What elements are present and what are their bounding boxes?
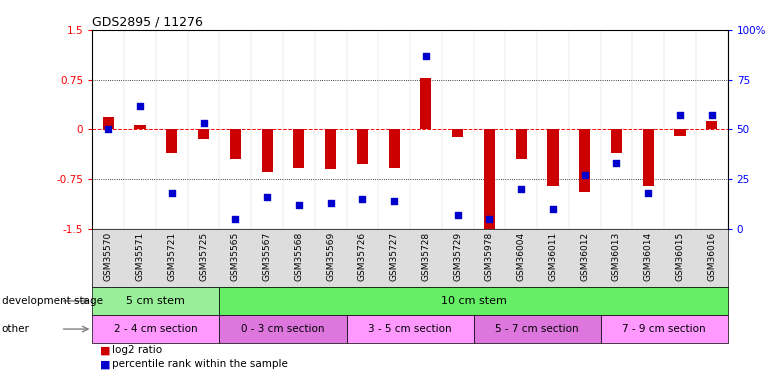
Bar	[198, 129, 209, 139]
Text: GSM35727: GSM35727	[390, 232, 399, 281]
Point	[642, 190, 654, 196]
Text: 5 - 7 cm section: 5 - 7 cm section	[495, 324, 579, 334]
Text: GSM36016: GSM36016	[708, 232, 716, 281]
Text: GSM35726: GSM35726	[358, 232, 367, 281]
Bar	[484, 129, 495, 229]
Point	[166, 190, 178, 196]
Text: 5 cm stem: 5 cm stem	[126, 296, 186, 306]
Text: percentile rank within the sample: percentile rank within the sample	[112, 359, 287, 369]
Point	[484, 216, 496, 222]
Text: GSM36013: GSM36013	[612, 232, 621, 281]
Bar	[262, 129, 273, 172]
Text: GSM35571: GSM35571	[136, 232, 145, 281]
Point	[674, 112, 686, 118]
Text: development stage: development stage	[2, 296, 102, 306]
Text: GSM35725: GSM35725	[199, 232, 208, 281]
Text: GSM36011: GSM36011	[548, 232, 557, 281]
Text: ■: ■	[100, 345, 111, 355]
Point	[515, 186, 527, 192]
Bar	[452, 129, 464, 137]
Bar	[611, 129, 622, 153]
Text: 3 - 5 cm section: 3 - 5 cm section	[368, 324, 452, 334]
Text: GSM36015: GSM36015	[675, 232, 685, 281]
Bar	[706, 122, 718, 129]
Point	[578, 172, 591, 178]
Text: GSM35570: GSM35570	[104, 232, 112, 281]
Text: 10 cm stem: 10 cm stem	[440, 296, 507, 306]
Bar	[92, 287, 219, 315]
Point	[357, 196, 369, 202]
Text: ■: ■	[100, 359, 111, 369]
Text: GSM35728: GSM35728	[421, 232, 430, 281]
Bar	[346, 315, 474, 343]
Bar	[219, 315, 346, 343]
Bar	[579, 129, 591, 192]
Text: GSM35565: GSM35565	[231, 232, 239, 281]
Bar	[325, 129, 336, 169]
Bar	[219, 287, 728, 315]
Point	[102, 126, 115, 132]
Text: GSM35567: GSM35567	[263, 232, 272, 281]
Text: 7 - 9 cm section: 7 - 9 cm section	[622, 324, 706, 334]
Bar	[135, 125, 146, 129]
Bar	[675, 129, 685, 136]
Point	[388, 198, 400, 204]
Bar	[643, 129, 654, 186]
Point	[420, 53, 432, 59]
Text: GSM35569: GSM35569	[326, 232, 335, 281]
Bar	[516, 129, 527, 159]
Point	[324, 200, 336, 206]
Point	[134, 102, 146, 108]
Text: 2 - 4 cm section: 2 - 4 cm section	[114, 324, 198, 334]
Text: other: other	[2, 324, 29, 334]
Text: 0 - 3 cm section: 0 - 3 cm section	[241, 324, 325, 334]
Point	[611, 160, 623, 166]
Bar	[166, 129, 177, 153]
Text: GSM35721: GSM35721	[167, 232, 176, 281]
Text: GDS2895 / 11276: GDS2895 / 11276	[92, 16, 203, 29]
Point	[229, 216, 242, 222]
Point	[547, 206, 559, 212]
Text: GSM36012: GSM36012	[581, 232, 589, 281]
Bar	[601, 315, 728, 343]
Text: GSM36004: GSM36004	[517, 232, 526, 281]
Text: GSM35729: GSM35729	[454, 232, 462, 281]
Bar	[389, 129, 400, 168]
Text: GSM35978: GSM35978	[485, 232, 494, 281]
Point	[293, 202, 305, 208]
Bar	[547, 129, 558, 186]
Text: GSM36014: GSM36014	[644, 232, 653, 281]
Bar	[474, 315, 601, 343]
Bar	[293, 129, 304, 168]
Bar	[92, 315, 219, 343]
Bar	[420, 78, 431, 129]
Point	[261, 194, 273, 200]
Point	[705, 112, 718, 118]
Bar	[229, 129, 241, 159]
Point	[451, 212, 464, 218]
Point	[197, 120, 209, 126]
Bar	[357, 129, 368, 164]
Text: log2 ratio: log2 ratio	[112, 345, 162, 355]
Bar	[102, 117, 114, 129]
Text: GSM35568: GSM35568	[294, 232, 303, 281]
